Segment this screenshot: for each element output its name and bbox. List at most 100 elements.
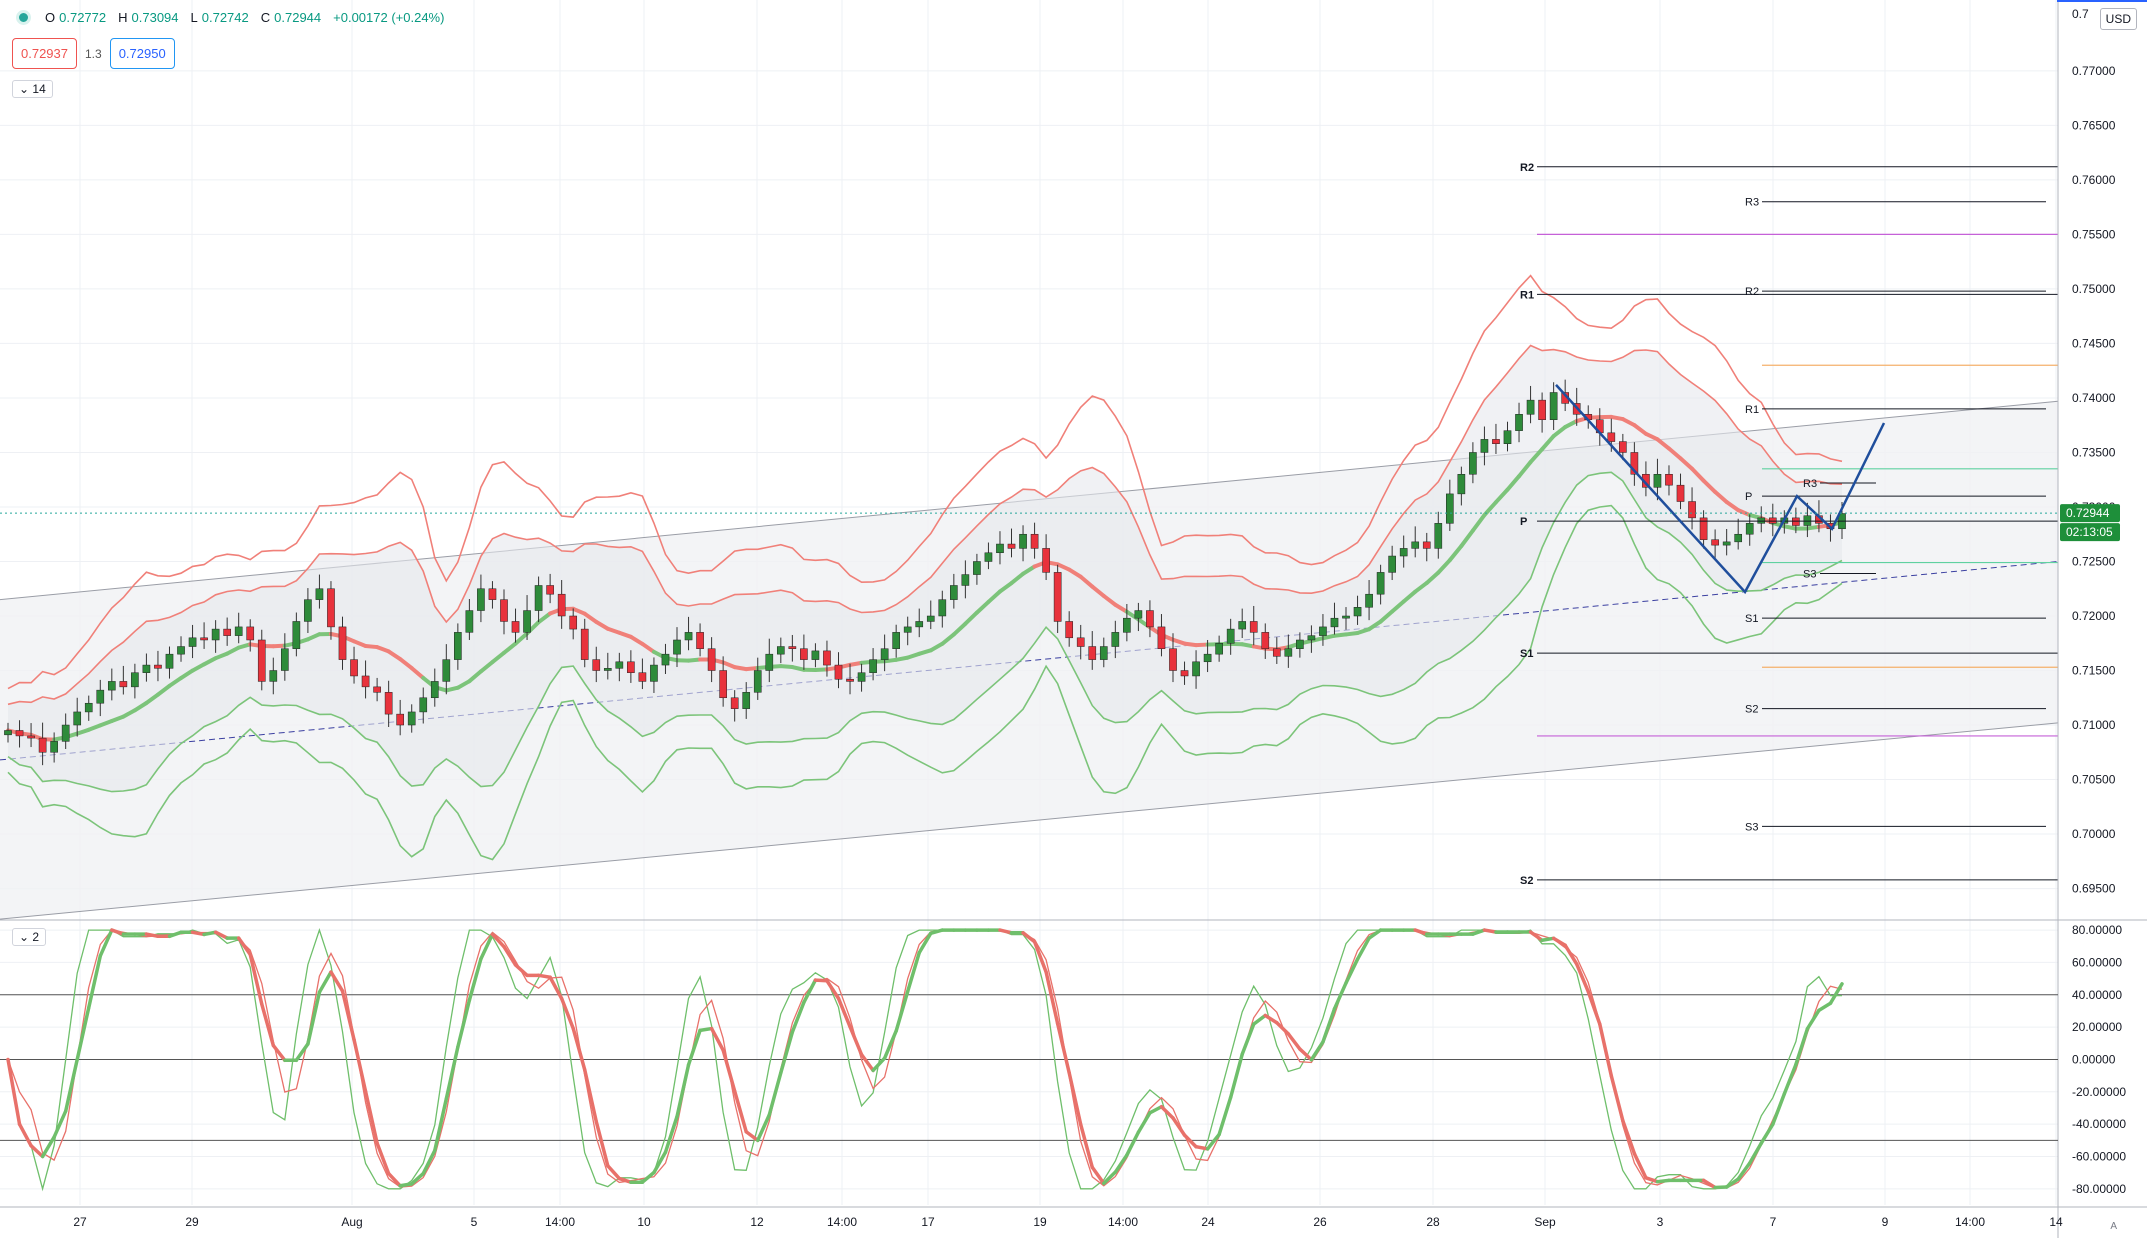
candle <box>361 660 370 699</box>
low-label: L <box>190 10 198 25</box>
candle <box>477 574 485 623</box>
candle-body <box>292 621 301 649</box>
time-tick-label: 14:00 <box>545 1215 575 1229</box>
oscillator-main-segment <box>363 1089 379 1145</box>
time-tick-label: 27 <box>73 1215 87 1229</box>
candle-body <box>1619 441 1627 453</box>
oscillator-main-segment <box>1724 1177 1740 1189</box>
candle <box>50 732 58 763</box>
candle <box>961 560 970 599</box>
candle-body <box>592 659 601 671</box>
oscillator-collapse-button[interactable]: ⌄ 2 <box>12 928 47 946</box>
price-tick-label: 0.71000 <box>2072 718 2116 732</box>
candle-body <box>534 585 543 611</box>
price-tick-label: 0.69500 <box>2072 882 2116 896</box>
candle-body <box>1076 637 1085 647</box>
oscillator-main-segment <box>1598 1022 1614 1078</box>
candle <box>1088 631 1097 670</box>
price-tick-label: 0.73500 <box>2072 445 2116 459</box>
candle-body <box>1192 661 1200 677</box>
candle-body <box>500 599 508 622</box>
candle <box>1076 624 1085 660</box>
candle <box>776 637 785 664</box>
candle <box>1549 382 1558 430</box>
oscillator-main-segment <box>1263 1013 1279 1025</box>
oscillator-main-segment <box>1736 1161 1752 1181</box>
candle <box>1538 392 1546 433</box>
candle <box>223 617 231 646</box>
candle-body <box>1630 452 1639 475</box>
oscillator-tick-label: 60.00000 <box>2072 955 2122 969</box>
middle-band-segment <box>1517 460 1533 479</box>
candle-body <box>269 670 278 682</box>
oscillator-main-segment <box>456 998 472 1049</box>
indicator-collapse-button[interactable]: ⌄ 14 <box>12 80 53 98</box>
candle <box>442 644 451 695</box>
indicator-count: 14 <box>32 82 46 96</box>
oscillator-main-segment <box>1344 957 1360 985</box>
price-tick-label: 0.75000 <box>2072 282 2116 296</box>
candle <box>269 657 278 695</box>
candle-body <box>753 670 762 693</box>
auto-scale-button[interactable]: A <box>2110 1221 2117 1232</box>
middle-band-segment <box>1436 558 1452 575</box>
candle-body <box>1169 648 1177 671</box>
oscillator-main-segment <box>1217 1095 1233 1137</box>
candle <box>673 627 681 668</box>
candle <box>1342 607 1350 630</box>
middle-band-segment <box>582 611 599 624</box>
oscillator-main-segment <box>294 1042 310 1063</box>
middle-band-segment <box>1563 419 1579 430</box>
candle <box>488 581 497 609</box>
candle-body <box>1526 399 1535 415</box>
oscillator-main-segment <box>1644 1176 1660 1184</box>
buy-button[interactable]: 0.72950 <box>109 38 175 69</box>
candle <box>1469 442 1477 484</box>
oscillator-main-segment <box>306 990 322 1046</box>
candle-body <box>511 621 520 633</box>
oscillator-main-segment <box>1090 1165 1106 1186</box>
pivot-label: S2 <box>1745 704 1758 716</box>
candle-body <box>107 681 116 691</box>
candle <box>1307 625 1316 653</box>
oscillator-main-segment <box>444 1045 460 1101</box>
candle-body <box>1146 610 1154 628</box>
middle-band-segment <box>190 662 207 673</box>
candle <box>384 680 393 727</box>
currency-button[interactable]: USD <box>2099 8 2137 30</box>
middle-band-segment <box>86 723 103 732</box>
sell-button[interactable]: 0.72937 <box>12 38 77 69</box>
candle <box>1411 526 1420 558</box>
candle-body <box>1215 643 1223 655</box>
oscillator-tick-label: -20.00000 <box>2072 1085 2126 1099</box>
oscillator-main-segment <box>1159 1104 1175 1120</box>
oscillator-main-segment <box>848 1024 864 1057</box>
candle <box>1226 618 1235 655</box>
candle-body <box>546 585 554 595</box>
candle <box>615 652 624 682</box>
candle <box>1515 402 1523 443</box>
candle-body <box>1296 639 1304 649</box>
candle <box>1792 507 1800 534</box>
oscillator-main-segment <box>1540 936 1556 943</box>
candle-body <box>1284 648 1293 657</box>
candle-body <box>776 646 785 655</box>
oscillator-main-segment <box>594 1119 610 1168</box>
candle <box>281 633 289 681</box>
candle-body <box>1422 541 1431 549</box>
oscillator-main-segment <box>1747 1141 1764 1165</box>
candle <box>557 580 566 629</box>
candle-body <box>973 561 981 575</box>
oscillator-main-segment <box>248 952 264 1006</box>
candle <box>523 595 531 640</box>
candle <box>396 699 405 736</box>
middle-band-segment <box>455 679 472 690</box>
middle-band-segment <box>179 668 195 681</box>
middle-band-segment <box>1643 431 1660 442</box>
candle <box>142 653 151 682</box>
time-tick-label: 10 <box>637 1215 651 1229</box>
oscillator-main-segment <box>813 978 829 983</box>
middle-band-segment <box>1551 425 1568 439</box>
candle <box>419 687 428 724</box>
